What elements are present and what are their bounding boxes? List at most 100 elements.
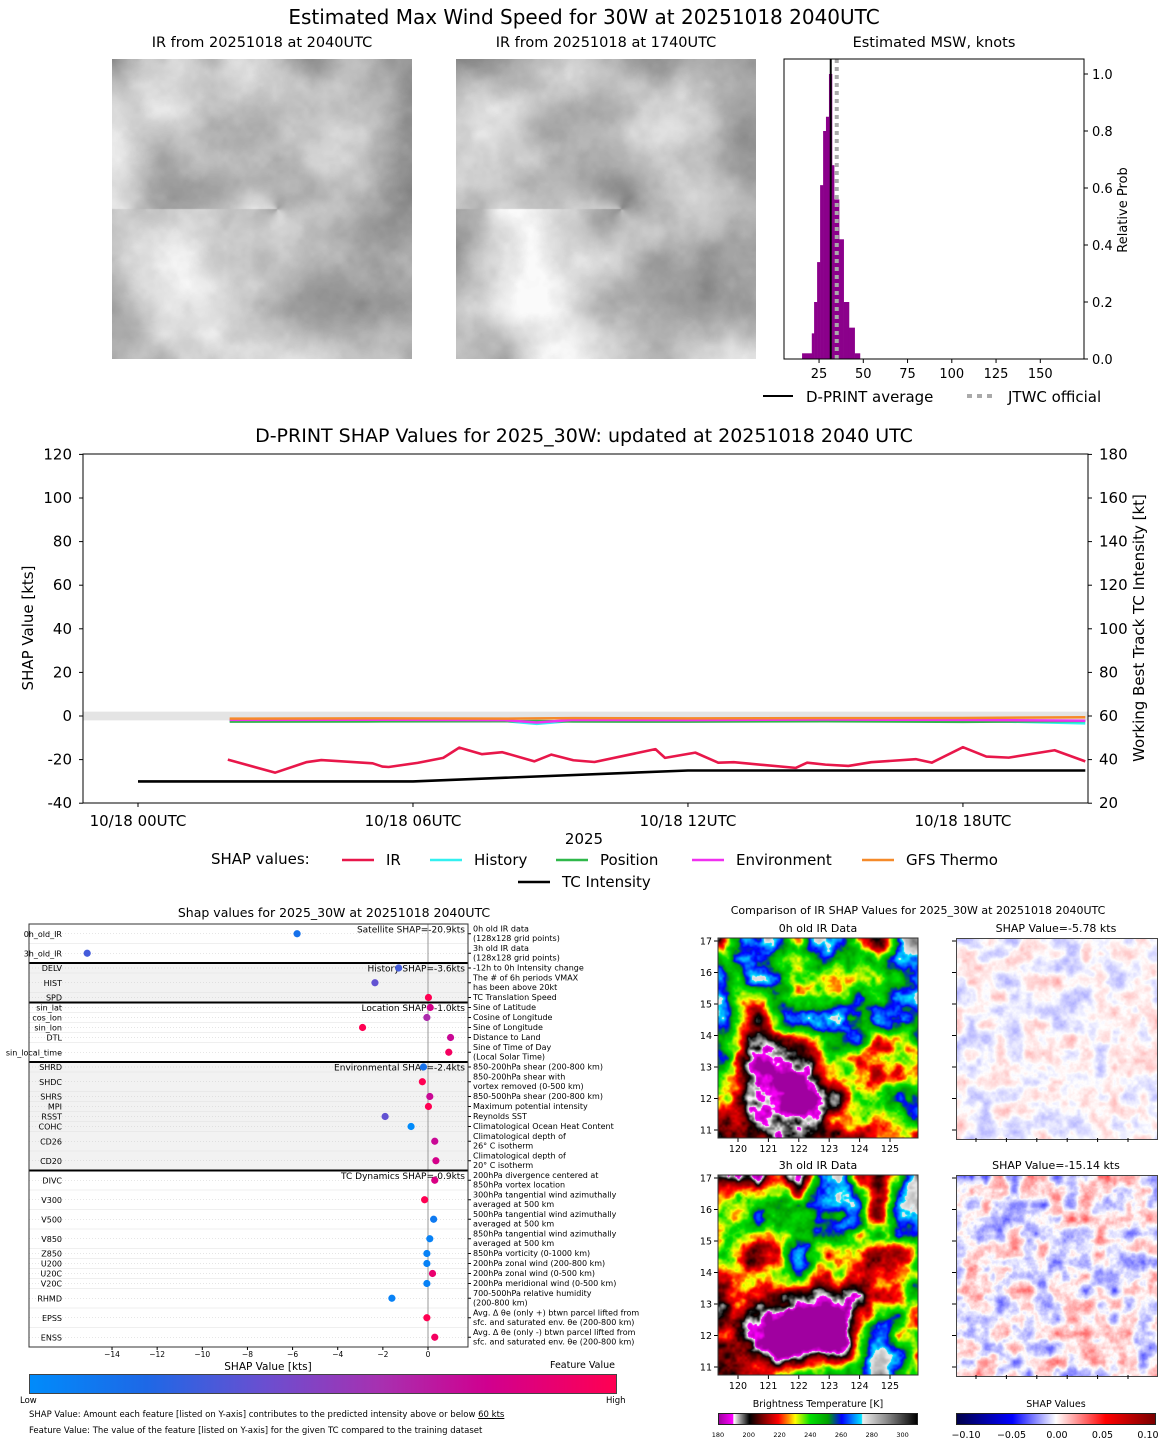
histogram-bar [843,302,850,359]
feature-description: 700-500hPa relative humidity (200-800 km) [473,1289,592,1308]
feature-description-line: Climatological depth of [473,1132,566,1141]
feature-description-line: -12h to 0h Intensity change [473,964,584,973]
shap-summary-title: Shap values for 2025_30W at 20251018 204… [177,905,491,920]
feature-description: Sine of Latitude [473,1003,536,1012]
shap-dot-sin_local_time [445,1048,453,1056]
feature-description: 200hPa zonal wind (200-800 km) [473,1259,605,1268]
shap-dot-U200 [423,1259,431,1268]
feature-description-line: sfc. and saturated env. θe (200-800 km) [473,1318,634,1327]
feature-description-line: averaged at 500 km [473,1239,554,1248]
lon-tick-label: 120 [729,1381,747,1392]
y-tick-label: 120 [43,445,72,463]
group-shap-label: Satellite SHAP=-20.9kts [357,926,465,936]
group-shap-label: Environmental SHAP=-2.4kts [334,1064,465,1074]
lat-tick-label: 11 [700,1363,712,1374]
x-tick-label: 0 [426,1350,431,1359]
feature-description-line: averaged at 500 km [473,1200,554,1209]
shap-dot-ENSS [431,1333,439,1341]
feature-label: Z850 [41,1250,62,1259]
ir-0h-brightness-map [718,938,918,1138]
feature-description-line: 850-200hPa shear (200-800 km) [473,1063,603,1072]
feature-description: Sine of Time of Day (Local Solar Time) [473,1043,552,1062]
shap-dot-sin_lat [426,1003,434,1012]
feature-description-line: 500hPa tangential wind azimuthally [473,1210,617,1219]
feature-description-line: vortex removed (0-500 km) [473,1082,584,1091]
feature-description-line: 850hPa vorticity (0-1000 km) [473,1249,590,1258]
shap-dot-sin_lon [358,1023,367,1032]
feature-description-line: 26° C isotherm [473,1142,533,1151]
feature-label: MPI [48,1103,62,1112]
shap-colorbar [956,1413,1156,1425]
lon-tick-label: 121 [759,1144,777,1155]
feature-description: 850hPa tangential wind azimuthally averag… [473,1230,617,1249]
y-right-tick-label: 80 [1099,663,1118,681]
feature-label: ENSS [41,1333,62,1342]
shap-dot-RHMD [388,1294,396,1302]
lat-tick-label: 13 [700,1063,712,1074]
shap-summary-frame [28,923,469,1348]
shap-dot-RSST [381,1112,389,1121]
shap-dot-HIST [371,979,379,987]
x-tick-label: 50 [855,367,872,382]
feature-label: SHDC [39,1078,62,1087]
lon-tick-label: 122 [790,1144,808,1155]
feature-description-line: 850-200hPa shear with [473,1073,565,1082]
series-line-environment [229,718,1086,724]
y-right-tick-label: 180 [1099,445,1128,463]
y-tick-label: 0.0 [1092,353,1113,368]
y-tick-label: 60 [53,576,72,594]
footnote-shap-text: SHAP Value: Amount each feature [listed … [29,1410,479,1420]
feature-description-line: (128x128 grid points) [473,934,560,943]
lon-tick-label: 124 [851,1144,869,1155]
feature-description: Climatological depth of 20° C isotherm [473,1152,566,1171]
histogram-bar [854,353,861,359]
shap-dot-Z850 [423,1249,431,1258]
feature-label: RSST [41,1113,62,1122]
feature-description-line: sfc. and saturated env. θe (200-800 km) [473,1338,634,1347]
feature-description-line: Sine of Time of Day [473,1043,552,1052]
feature-description-line: averaged at 500 km [473,1220,554,1229]
legend-label-history: History [474,851,527,869]
feature-description: 200hPa zonal wind (0-500 km) [473,1269,595,1278]
lon-tick-label: 125 [881,1381,899,1392]
bt-tick-label: 280 [866,1431,878,1439]
x-tick-label: 125 [984,367,1009,382]
lat-tick-label: 11 [700,1126,712,1137]
legend-title: SHAP values: [211,850,310,868]
histogram-bar [823,131,827,359]
footnote-baseline-value: 60 kts [478,1410,505,1420]
bt-tick-label: 300 [896,1431,908,1439]
feature-description-line: 200hPa meridional wind (0-500 km) [473,1279,616,1288]
y-tick-label: 80 [53,533,72,551]
lat-tick-label: 17 [700,937,712,948]
x-tick-label: 25 [811,367,828,382]
lat-tick-label: 15 [700,1000,712,1011]
feature-label: SHRD [39,1063,62,1072]
histogram-bar [811,333,815,359]
ir-image-current [112,59,412,359]
shap-3h-map [956,1175,1158,1377]
feature-value-label: Feature Value [550,1360,616,1371]
shap-dot-V20C [423,1279,431,1288]
feature-description-line: Sine of Latitude [473,1003,536,1012]
feature-label: CD26 [40,1137,62,1146]
lat-tick-label: 17 [700,1174,712,1185]
shap-dot-V300 [421,1196,429,1204]
shap-tick-label: 0.10 [1137,1430,1158,1441]
x-tick-label: −14 [104,1350,120,1359]
ir-panel-frame [717,1174,919,1376]
bt-tick-label: 200 [743,1431,755,1439]
shap-dot-MPI [424,1102,433,1111]
colorbar-low-label: Low [20,1396,37,1406]
x-tick-label: −2 [377,1350,388,1359]
feature-label: EPSS [42,1314,62,1323]
shap-0h-map [956,938,1158,1140]
x-tick-label: 10/18 12UTC [640,812,737,830]
histogram-title: Estimated MSW, knots [852,35,1016,51]
shap-dot-DELV [395,964,403,972]
y-right-tick-label: 160 [1099,489,1128,507]
lon-tick-label: 123 [820,1381,838,1392]
x-tick-label: −8 [242,1350,253,1359]
colorbar-high-label: High [606,1396,626,1406]
